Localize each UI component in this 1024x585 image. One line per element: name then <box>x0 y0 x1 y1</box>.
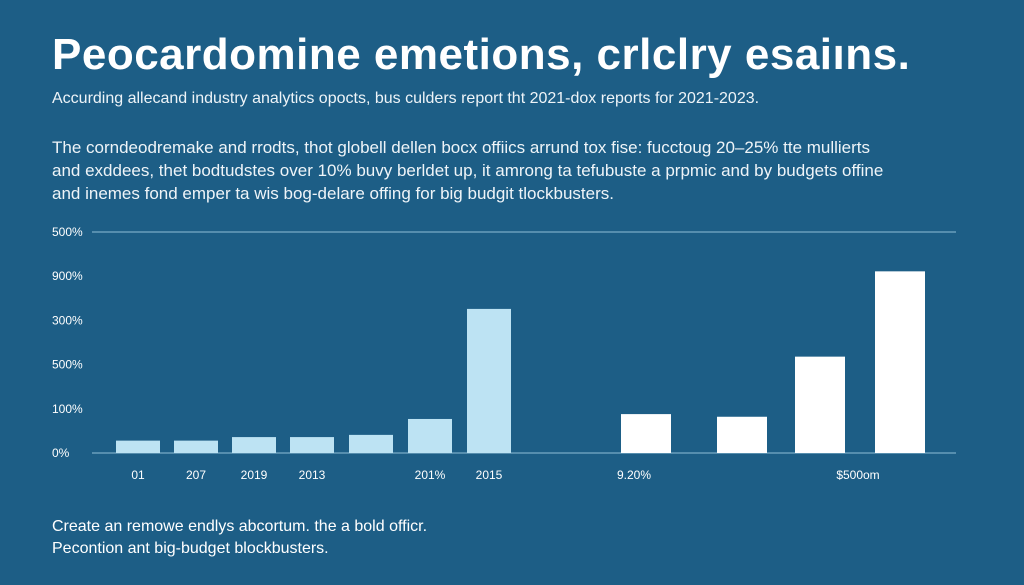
footer-line: Create an remowe endlys abcortum. the a … <box>52 518 428 535</box>
bar <box>174 440 218 453</box>
y-tick-label: 300% <box>52 313 83 327</box>
x-tick-label: 2015 <box>476 468 503 482</box>
y-tick-label: 500% <box>52 225 83 239</box>
bar <box>116 440 160 453</box>
y-tick-label: 900% <box>52 269 83 283</box>
subtitle: Accurding allecand industry analytics op… <box>52 90 760 107</box>
body-line: and exddees, thet bodtudstes over 10% bu… <box>52 161 884 180</box>
bar <box>290 437 334 453</box>
bar <box>467 308 511 453</box>
y-tick-label: 0% <box>52 446 70 460</box>
body-line: and inemes fond emper ta wis bog-delare … <box>52 184 614 203</box>
bar <box>349 434 393 453</box>
y-tick-label: 100% <box>52 402 83 416</box>
x-tick-label: 2013 <box>299 468 326 482</box>
bar <box>408 418 452 453</box>
bar <box>232 437 276 453</box>
page-title: Peocardomine emetions, crlclry esaiıns. <box>52 30 911 79</box>
bar <box>795 356 845 453</box>
bar <box>717 416 767 453</box>
footer-line: Pecontion ant big-budget blockbusters. <box>52 540 329 557</box>
bar <box>621 414 671 453</box>
bar <box>875 271 925 453</box>
y-tick-label: 500% <box>52 358 83 372</box>
body-paragraph: The corndeodremake and rrodts, thot glob… <box>52 136 952 205</box>
x-tick-label: 207 <box>186 468 206 482</box>
x-tick-label: 201% <box>415 468 446 482</box>
x-tick-label: 01 <box>131 468 145 482</box>
body-line: The corndeodremake and rrodts, thot glob… <box>52 138 871 157</box>
x-tick-label: 2019 <box>241 468 268 482</box>
x-tick-label: 9.20% <box>617 468 651 482</box>
x-tick-label: $500om <box>836 468 879 482</box>
footer-note: Create an remowe endlys abcortum. the a … <box>52 516 427 560</box>
